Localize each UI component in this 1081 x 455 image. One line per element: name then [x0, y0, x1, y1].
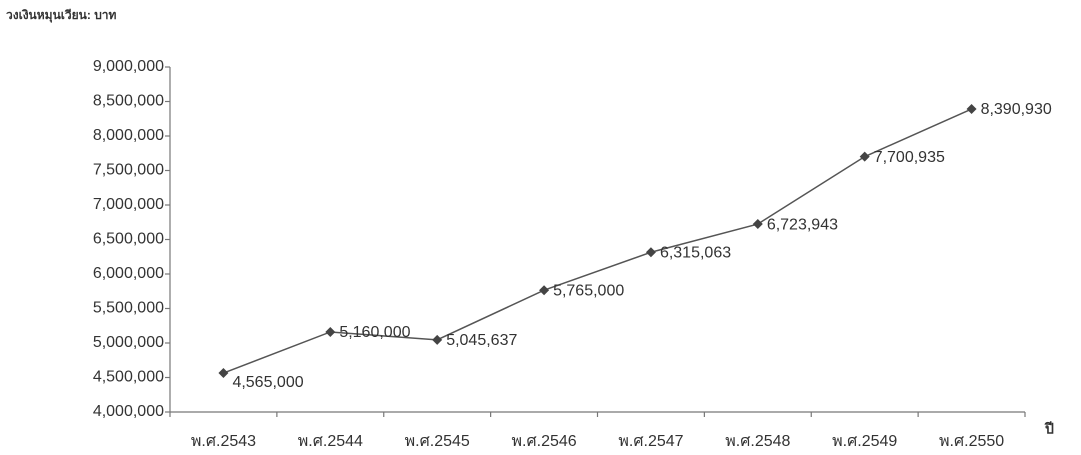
x-tick-label: พ.ศ.2546	[511, 433, 576, 450]
data-point	[645, 247, 656, 258]
x-tick-label: พ.ศ.2547	[618, 433, 683, 450]
x-tick-label: พ.ศ.2545	[405, 433, 470, 450]
y-tick-label: 8,500,000	[93, 93, 164, 110]
data-point	[218, 368, 229, 379]
data-label: 6,315,063	[660, 244, 731, 261]
y-tick-label: 5,500,000	[93, 300, 164, 317]
data-label: 4,565,000	[232, 374, 303, 391]
data-label: 5,045,637	[446, 332, 517, 349]
data-point	[966, 104, 977, 115]
data-point	[859, 151, 870, 162]
x-axis-label: ปี	[1044, 421, 1054, 437]
y-tick-label: 5,000,000	[93, 334, 164, 351]
data-label: 7,700,935	[874, 149, 945, 166]
x-tick-label: พ.ศ.2543	[191, 433, 256, 450]
data-point	[432, 334, 443, 345]
series-line	[223, 108, 972, 374]
y-axis-label: วงเงินหมุนเวียน: บาท	[6, 8, 117, 23]
data-point	[325, 326, 336, 337]
data-point	[539, 285, 550, 296]
data-label: 5,765,000	[553, 282, 624, 299]
y-tick-label: 9,000,000	[93, 58, 164, 75]
x-tick-label: พ.ศ.2544	[298, 433, 363, 450]
x-tick-label: พ.ศ.2549	[832, 433, 897, 450]
y-tick-label: 6,500,000	[93, 231, 164, 248]
data-label: 5,160,000	[339, 324, 410, 341]
data-label: 6,723,943	[767, 216, 838, 233]
x-tick-label: พ.ศ.2550	[939, 433, 1004, 450]
y-tick-label: 6,000,000	[93, 265, 164, 282]
y-tick-label: 8,000,000	[93, 127, 164, 144]
y-tick-label: 7,500,000	[93, 162, 164, 179]
data-label: 8,390,930	[981, 101, 1052, 118]
y-tick-label: 7,000,000	[93, 196, 164, 213]
data-point	[752, 219, 763, 230]
y-tick-label: 4,500,000	[93, 369, 164, 386]
x-tick-label: พ.ศ.2548	[725, 433, 790, 450]
y-tick-label: 4,000,000	[93, 403, 164, 420]
